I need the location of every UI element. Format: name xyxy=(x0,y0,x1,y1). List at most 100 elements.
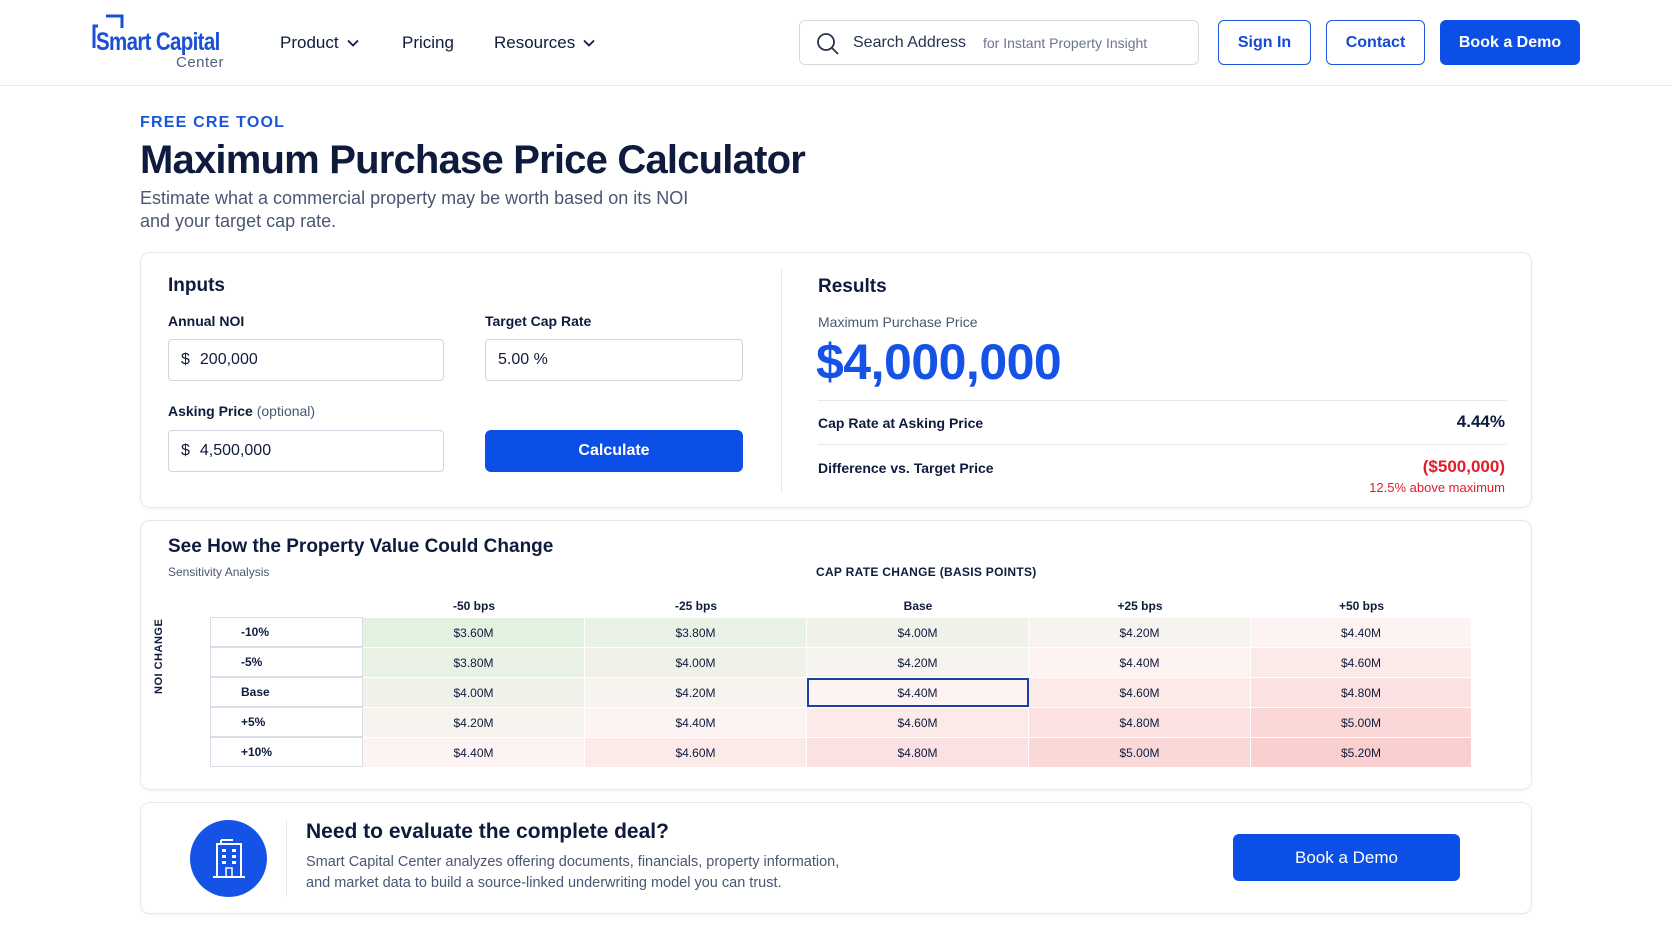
column-header: -25 bps xyxy=(674,599,717,613)
nav-resources[interactable]: Resources xyxy=(494,30,595,56)
annual-noi-field[interactable]: $ 200,000 xyxy=(168,339,444,381)
search-hint: for Instant Property Insight xyxy=(983,35,1148,51)
cta-body: Smart Capital Center analyzes offering d… xyxy=(306,852,906,894)
table-cell: $4.20M xyxy=(807,648,1029,677)
table-cell: $4.00M xyxy=(585,648,807,677)
results-title: Results xyxy=(818,276,887,297)
target-cap-rate-value: 5.00 % xyxy=(498,351,548,368)
row-header: -10% xyxy=(210,617,363,647)
max-price-label: Maximum Purchase Price xyxy=(818,314,978,330)
target-cap-rate-field[interactable]: 5.00 % xyxy=(485,339,743,381)
column-header: +25 bps xyxy=(1117,599,1163,613)
chevron-down-icon xyxy=(346,39,359,47)
table-cell: $5.20M xyxy=(1251,738,1472,767)
column-header: +50 bps xyxy=(1338,599,1385,613)
difference-value: ($500,000) xyxy=(1422,457,1505,476)
table-cell: $5.00M xyxy=(1029,738,1251,767)
currency-prefix: $ xyxy=(181,442,190,459)
table-cell: $4.80M xyxy=(1251,678,1472,707)
optional-tag: (optional) xyxy=(256,403,316,419)
sensitivity-card: See How the Property Value Could Change … xyxy=(140,520,1532,790)
nav-resources-label: Resources xyxy=(494,33,576,52)
column-header: -50 bps xyxy=(452,599,495,613)
row-header: +5% xyxy=(210,707,363,737)
asking-price-value: 4,500,000 xyxy=(199,442,272,459)
logo[interactable]: Smart Capital Center xyxy=(92,12,232,74)
table-cell: $4.00M xyxy=(807,618,1029,647)
sign-in-button[interactable]: Sign In xyxy=(1218,20,1311,65)
table-cell: $4.80M xyxy=(807,738,1029,767)
page-subtitle-line1: Estimate what a commercial property may … xyxy=(140,188,689,208)
inputs-title: Inputs xyxy=(168,275,225,296)
asking-price-label: Asking Price (optional) xyxy=(168,403,315,419)
eyebrow-label: FREE CRE TOOL xyxy=(140,114,286,131)
cta-book-demo-button[interactable]: Book a Demo xyxy=(1233,834,1460,881)
row-header: -5% xyxy=(210,647,363,677)
table-cell: $4.40M xyxy=(363,738,585,767)
table-cell: $4.60M xyxy=(1251,648,1472,677)
divider xyxy=(818,400,1507,401)
column-header: Base xyxy=(903,599,933,613)
building-icon xyxy=(190,820,267,897)
cta-divider xyxy=(286,819,287,897)
table-cell: $4.00M xyxy=(363,678,585,707)
difference-label: Difference vs. Target Price xyxy=(818,460,994,476)
table-cell: $4.80M xyxy=(1029,708,1251,737)
row-axis-label: NOI CHANGE xyxy=(153,618,165,694)
page-subtitle: Estimate what a commercial property may … xyxy=(140,187,740,233)
table-cell: $3.80M xyxy=(363,648,585,677)
search-icon xyxy=(817,33,839,55)
page-title: Maximum Purchase Price Calculator xyxy=(140,138,806,182)
table-cell: $4.40M xyxy=(807,678,1029,707)
table-cell: $4.60M xyxy=(1029,678,1251,707)
nav-pricing-label: Pricing xyxy=(402,33,454,52)
divider xyxy=(818,444,1507,445)
contact-button[interactable]: Contact xyxy=(1326,20,1425,65)
table-cell: $4.40M xyxy=(1251,618,1472,647)
max-price-value: $4,000,000 xyxy=(816,334,1062,390)
site-header: Smart Capital Center Product Pricing Res… xyxy=(0,0,1672,86)
table-cell: $4.60M xyxy=(807,708,1029,737)
currency-prefix: $ xyxy=(181,351,190,368)
logo-sub: Center xyxy=(176,54,225,71)
difference-note: 12.5% above maximum xyxy=(1369,480,1505,495)
book-demo-button[interactable]: Book a Demo xyxy=(1440,20,1580,65)
annual-noi-label: Annual NOI xyxy=(168,313,245,329)
asking-price-field[interactable]: $ 4,500,000 xyxy=(168,430,444,472)
table-cell: $5.00M xyxy=(1251,708,1472,737)
table-cell: $4.20M xyxy=(585,678,807,707)
logo-text: Smart Capital xyxy=(96,28,220,56)
table-cell: $4.20M xyxy=(363,708,585,737)
table-cell: $4.60M xyxy=(585,738,807,767)
annual-noi-value: 200,000 xyxy=(199,351,258,368)
chevron-down-icon xyxy=(583,39,595,47)
cta-card: Need to evaluate the complete deal? Smar… xyxy=(140,802,1532,914)
sensitivity-subtitle: Sensitivity Analysis xyxy=(168,565,270,579)
address-search-input[interactable]: Search Address for Instant Property Insi… xyxy=(799,20,1199,65)
calculate-button[interactable]: Calculate xyxy=(485,430,743,472)
nav-product-label: Product xyxy=(280,33,339,52)
table-cell: $4.40M xyxy=(585,708,807,737)
page-subtitle-line2: and your target cap rate. xyxy=(140,211,337,231)
table-cell: $3.60M xyxy=(363,618,585,647)
table-cell: $3.80M xyxy=(585,618,807,647)
cta-title: Need to evaluate the complete deal? xyxy=(306,820,669,843)
cap-at-asking-value: 4.44% xyxy=(1456,412,1505,431)
column-axis-label: CAP RATE CHANGE (BASIS POINTS) xyxy=(816,565,1037,579)
calculator-card: Inputs Annual NOI $ 200,000 Target Cap R… xyxy=(140,252,1532,508)
target-cap-rate-label: Target Cap Rate xyxy=(485,313,592,329)
cta-body-line1: Smart Capital Center analyzes offering d… xyxy=(306,854,840,870)
row-header: +10% xyxy=(210,737,363,767)
asking-price-label-text: Asking Price xyxy=(168,403,253,419)
logo-mark-icon xyxy=(92,14,124,48)
nav-product[interactable]: Product xyxy=(280,30,359,56)
cta-body-line2: and market data to build a source-linked… xyxy=(306,875,782,891)
sensitivity-title: See How the Property Value Could Change xyxy=(168,536,554,557)
table-cell: $4.40M xyxy=(1029,648,1251,677)
card-divider xyxy=(781,269,782,493)
search-label: Search Address xyxy=(853,34,966,51)
nav-pricing[interactable]: Pricing xyxy=(402,30,454,56)
row-header: Base xyxy=(210,677,363,707)
cap-at-asking-label: Cap Rate at Asking Price xyxy=(818,415,984,431)
table-cell: $4.20M xyxy=(1029,618,1251,647)
